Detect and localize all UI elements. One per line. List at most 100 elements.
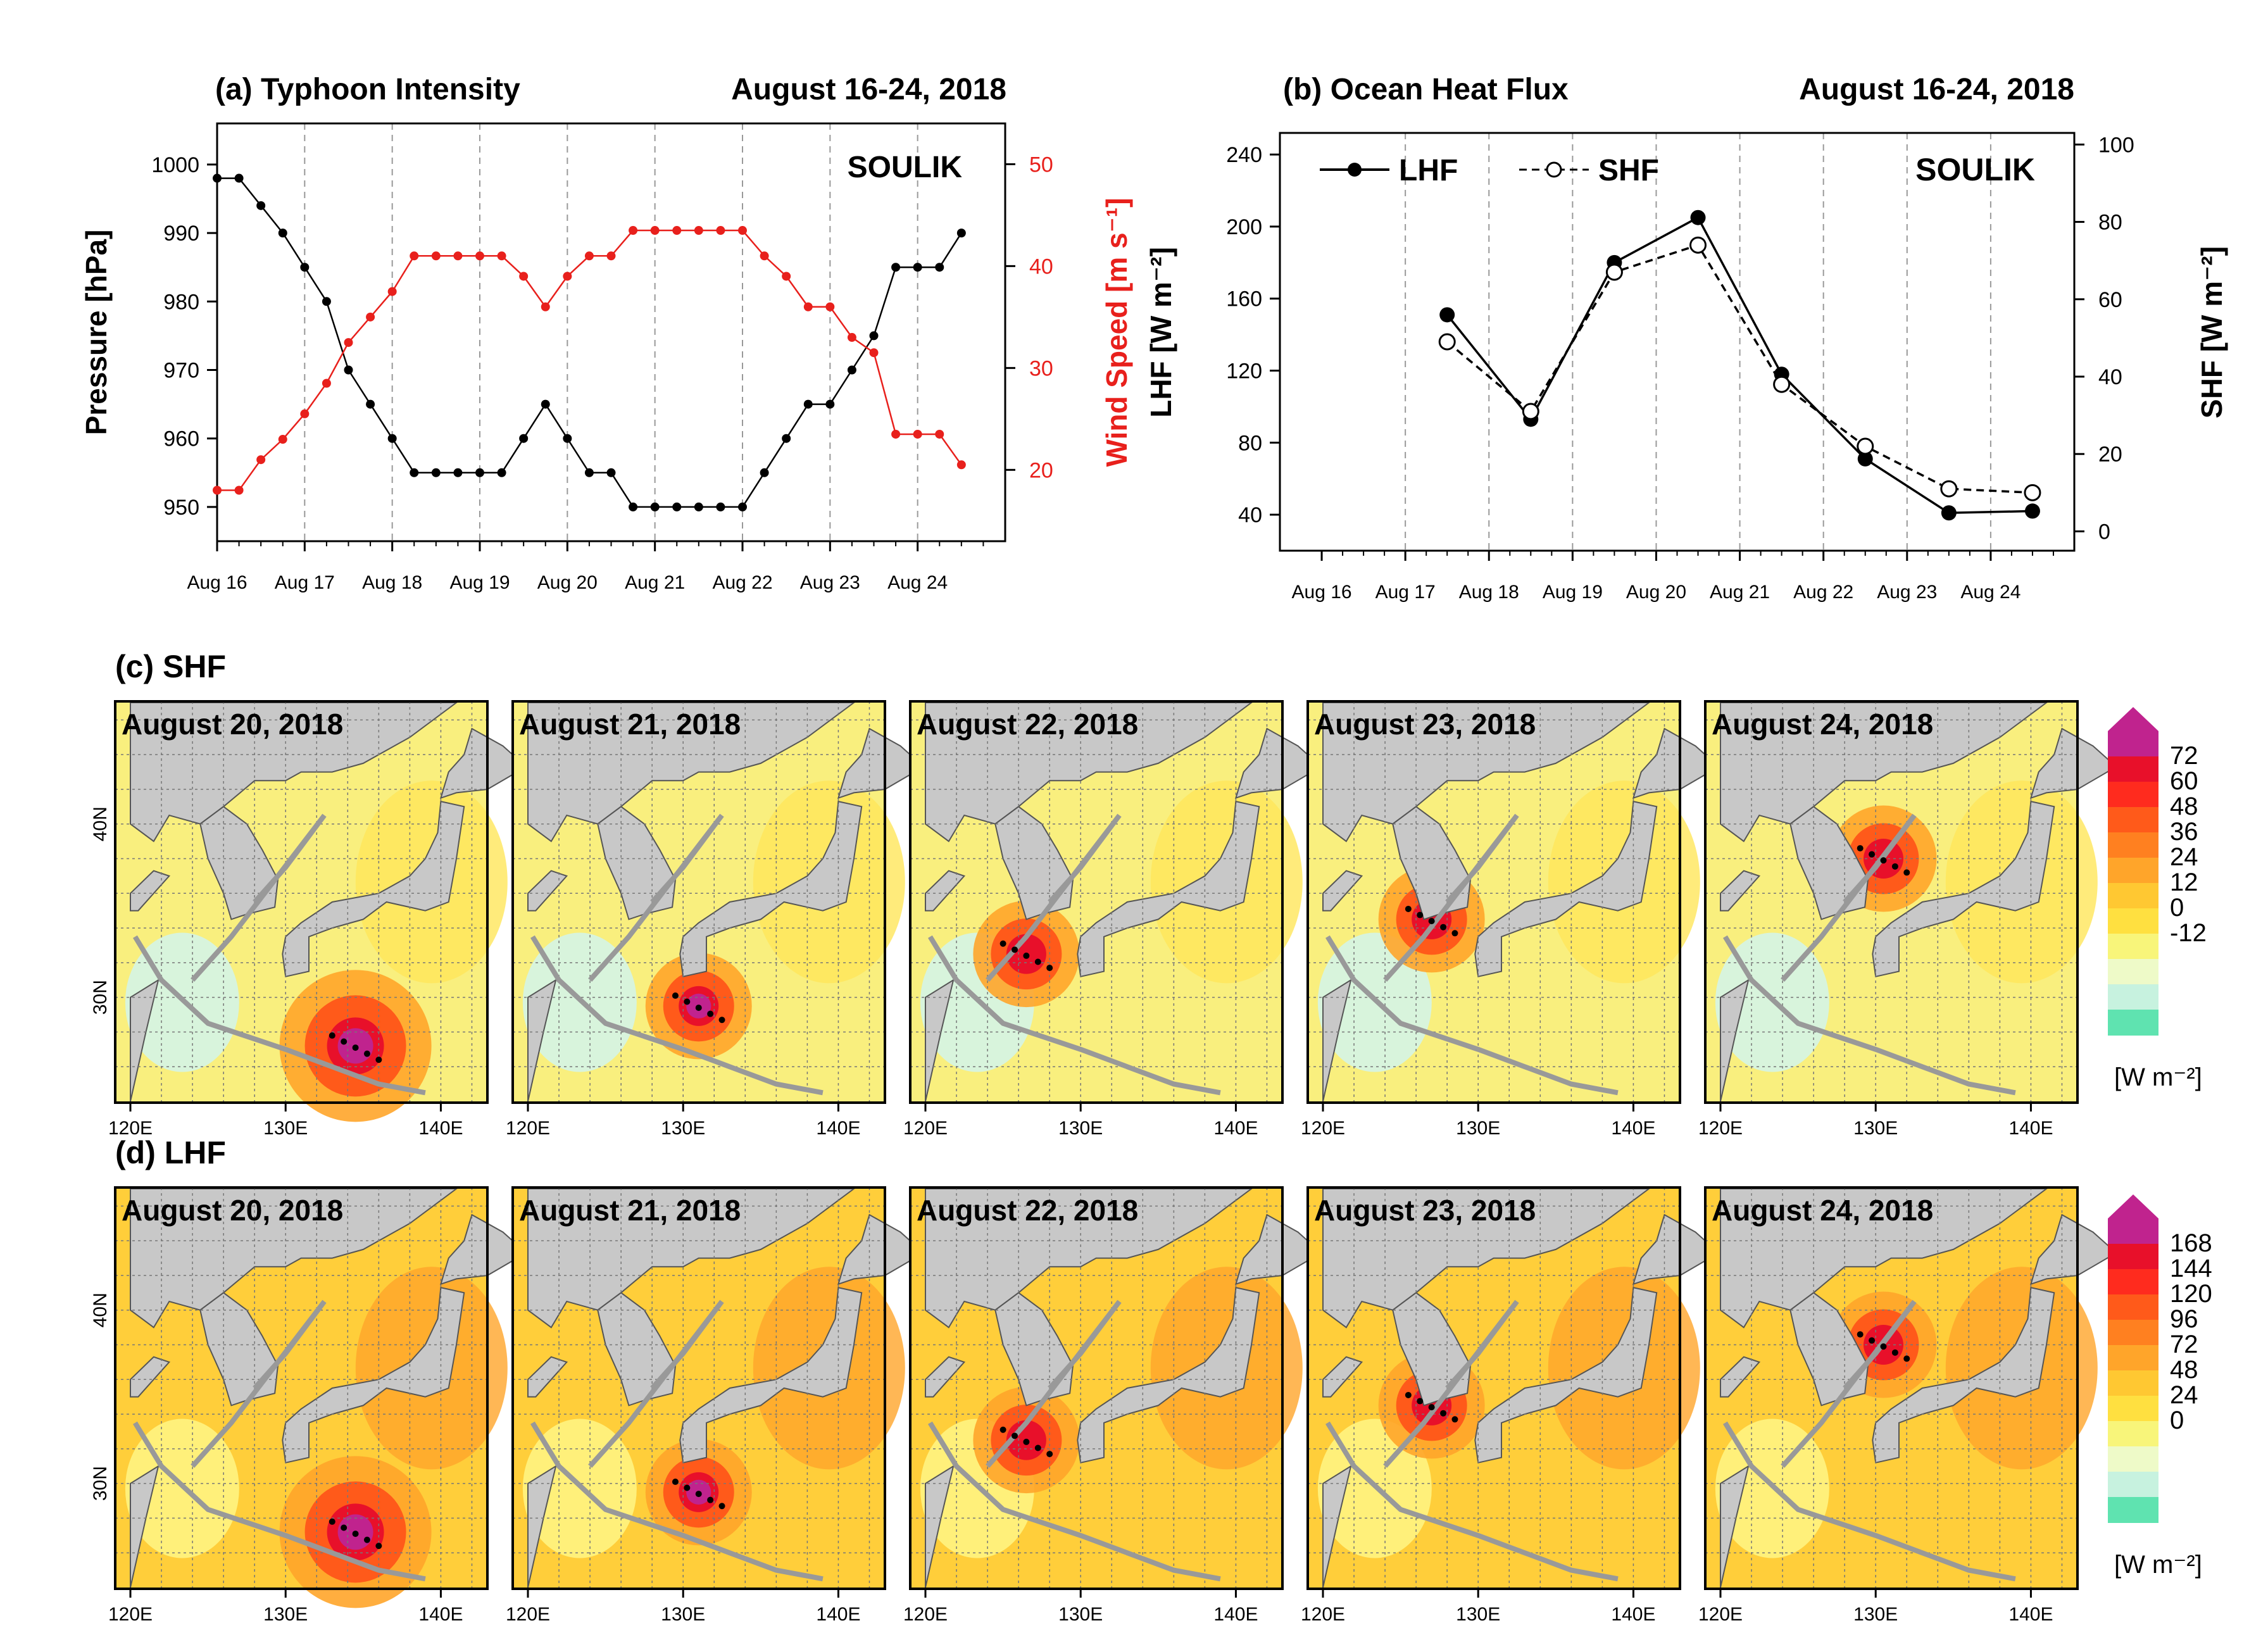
lhf-line [1446, 216, 2033, 515]
typhoon-position-dot [1857, 1331, 1864, 1338]
lon-tick-label: 140E [2008, 1118, 2053, 1139]
x-tick-label: Aug 21 [1710, 582, 1770, 603]
map-day-1: August 20, 2018 120E 130E 140E 40N 30N [90, 1186, 527, 1625]
lat-tick-label: 30N [90, 980, 111, 1015]
lhf-point [1690, 210, 1706, 225]
land-china-coast [1720, 979, 1750, 1102]
wind-speed-point [431, 251, 441, 261]
lon-tick-label: 130E [1058, 1118, 1103, 1139]
pressure-point [541, 399, 550, 409]
x-tick-label: Aug 21 [625, 572, 685, 593]
lon-tick-label: 140E [1213, 1118, 1258, 1139]
pressure-point [256, 201, 266, 210]
panel-b-x-axis: Aug 16 Aug 17 Aug 18 Aug 19 Aug 20 Aug 21 Aug … [1292, 551, 2054, 603]
map-frame [1704, 1186, 2079, 1590]
map-title: August 20, 2018 [122, 708, 343, 741]
typhoon-position-dot [1857, 845, 1864, 852]
panel-a-frame [216, 122, 1006, 542]
pressure-point [366, 399, 375, 409]
colorbar-bin [2108, 1396, 2158, 1422]
x-tick-label: Aug 23 [800, 572, 860, 593]
colorbar-tick-label: 72 [2170, 1331, 2198, 1358]
colorbar-bin [2108, 1370, 2158, 1396]
wind-speed-point [475, 251, 484, 261]
pressure-point [782, 434, 791, 443]
land-korea [199, 1292, 279, 1406]
panel-b-annotation: SOULIK [1915, 152, 2035, 187]
pressure-point [913, 263, 922, 272]
colorbar-bin [2108, 782, 2158, 808]
land-china-coast [1720, 1465, 1750, 1588]
typhoon-position-dot [329, 1032, 335, 1039]
panel-a-annotation: SOULIK [848, 151, 963, 184]
typhoon-position-dot [1451, 930, 1458, 937]
land-north [1720, 1188, 2049, 1329]
x-tick-label: Aug 22 [1793, 582, 1853, 603]
land-hokkaido [439, 1213, 527, 1286]
pressure-point [629, 502, 638, 511]
typhoon-position-dot [1869, 1337, 1876, 1344]
colorbar-arrow [2108, 1194, 2158, 1218]
land-shandong [527, 1356, 568, 1398]
colorbar-bin [2108, 731, 2158, 757]
land-hokkaido [2029, 1213, 2117, 1286]
wind-speed-point [584, 251, 594, 261]
colorbar-bin [2108, 883, 2158, 909]
pressure-point [869, 331, 879, 341]
pressure-point [738, 502, 747, 511]
land-north [1322, 702, 1651, 843]
map-title: August 22, 2018 [917, 708, 1138, 741]
panel-b-title: (b) Ocean Heat Flux [1283, 73, 1569, 106]
map-frame [909, 1186, 1284, 1590]
wind-speed-point [344, 338, 353, 348]
map-title: August 23, 2018 [1314, 1194, 1536, 1227]
land-shandong [130, 870, 171, 911]
map-day-5: August 24, 2018 120E 130E 140E [1698, 1186, 2117, 1625]
wind-speed-point [913, 429, 922, 439]
map-day-3: August 22, 2018 120E 130E 140E [903, 700, 1322, 1139]
colorbar-tick-label: 72 [2170, 742, 2198, 770]
typhoon-position-dot [341, 1038, 348, 1045]
y-tick-label: 980 [163, 290, 199, 314]
typhoon-position-dot [375, 1056, 382, 1063]
y-right-tick-label: 60 [2098, 288, 2122, 312]
map-title: August 21, 2018 [519, 708, 741, 741]
pressure-point [825, 399, 835, 409]
lon-tick-label: 130E [661, 1604, 705, 1625]
lon-tick-label: 140E [1611, 1604, 1655, 1625]
typhoon-track [530, 1421, 824, 1582]
map-frame [511, 700, 886, 1104]
land-japan [1872, 1286, 2055, 1464]
typhoon-position-dot [363, 1050, 370, 1057]
lon-tick-label: 140E [816, 1118, 860, 1139]
wind-speed-point [629, 226, 638, 235]
shf-point [1522, 403, 1539, 420]
wind-speed-point [803, 302, 813, 311]
typhoon-position-dot [1023, 952, 1030, 959]
land-hokkaido [1234, 1213, 1322, 1286]
lon-tick-label: 140E [1213, 1604, 1258, 1625]
typhoon-position-dot [1417, 1398, 1424, 1405]
colorbar-bin [2108, 959, 2158, 985]
land-japan [282, 800, 465, 978]
colorbar-bin [2108, 1294, 2158, 1320]
typhoon-track-north [191, 1300, 327, 1468]
typhoon-position-dot [1428, 918, 1435, 925]
panel-a-subtitle: August 16-24, 2018 [731, 73, 1006, 106]
typhoon-position-dot [1869, 851, 1876, 858]
lon-tick-label: 120E [1698, 1604, 1743, 1625]
colorbar-tick-label: 0 [2170, 1406, 2184, 1434]
land-north [925, 702, 1254, 843]
land-korea [1392, 806, 1472, 920]
land-korea [994, 1292, 1074, 1406]
lon-tick-label: 120E [1698, 1118, 1743, 1139]
panel-a-title: (a) Typhoon Intensity [215, 73, 520, 106]
map-frame [1306, 700, 1681, 1104]
map-frame [511, 1186, 886, 1590]
map-day-1: August 20, 2018 120E 130E 140E 40N 30N [90, 700, 527, 1139]
pressure-point [935, 263, 944, 272]
y-tick-label: 240 [1226, 143, 1262, 167]
legend-shf-marker [1546, 161, 1562, 178]
wind-speed-point [300, 409, 310, 418]
panel-d-title: (d) LHF [115, 1135, 226, 1170]
